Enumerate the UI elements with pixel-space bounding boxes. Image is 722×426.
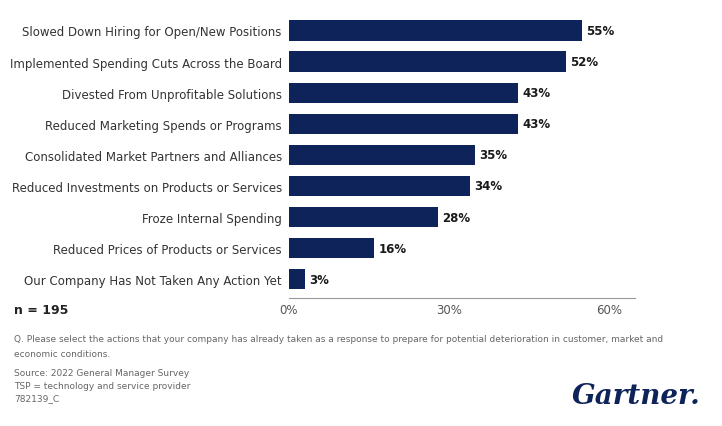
Text: 782139_C: 782139_C — [14, 394, 59, 403]
Bar — [289, 176, 470, 196]
Bar — [289, 52, 566, 72]
Bar — [289, 239, 374, 259]
Bar — [289, 83, 518, 104]
Text: 16%: 16% — [378, 242, 406, 255]
Text: 35%: 35% — [479, 149, 508, 162]
Text: 43%: 43% — [522, 87, 550, 100]
Bar — [289, 21, 582, 41]
Text: TSP = technology and service provider: TSP = technology and service provider — [14, 381, 191, 390]
Text: 34%: 34% — [474, 180, 503, 193]
Bar — [289, 115, 518, 135]
Bar — [289, 270, 305, 290]
Text: 55%: 55% — [586, 25, 614, 38]
Text: 28%: 28% — [443, 211, 471, 224]
Text: 52%: 52% — [570, 56, 599, 69]
Text: n = 195: n = 195 — [14, 303, 69, 316]
Text: Gartner.: Gartner. — [572, 382, 700, 409]
Text: 43%: 43% — [522, 118, 550, 131]
Text: 3%: 3% — [309, 273, 329, 286]
Bar — [289, 207, 438, 227]
Text: Source: 2022 General Manager Survey: Source: 2022 General Manager Survey — [14, 368, 190, 377]
Text: Q. Please select the actions that your company has already taken as a response t: Q. Please select the actions that your c… — [14, 334, 664, 343]
Bar — [289, 145, 475, 166]
Text: economic conditions.: economic conditions. — [14, 349, 110, 358]
